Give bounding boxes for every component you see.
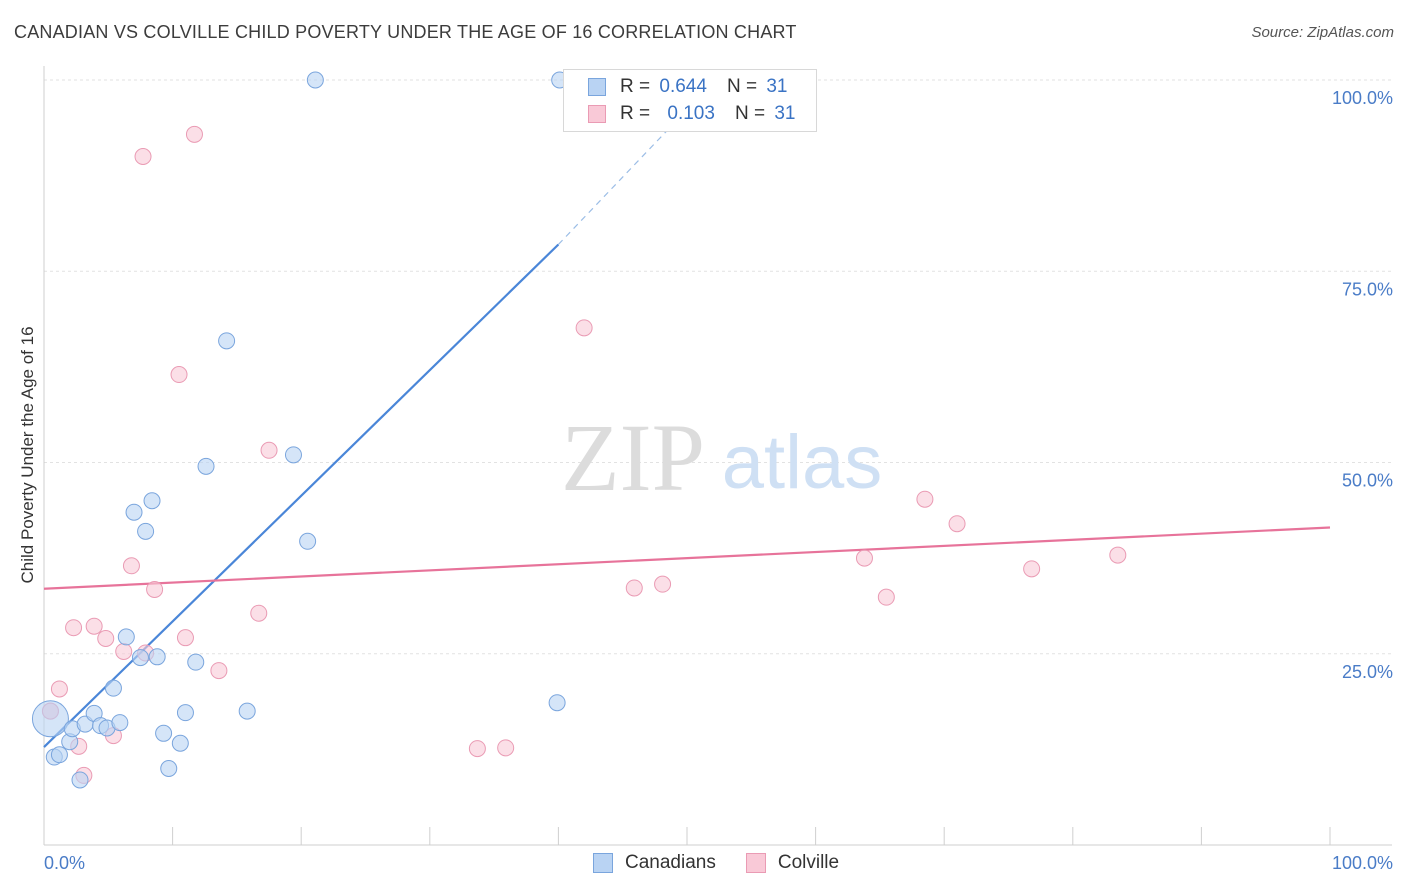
colville-point	[575, 319, 593, 337]
canadians-point	[218, 332, 236, 350]
n-label: N =	[734, 103, 766, 124]
canadians-point	[125, 503, 143, 521]
canadians-point	[238, 702, 256, 720]
colville-point	[1023, 560, 1041, 578]
colville-point	[146, 580, 164, 598]
source-label: Source: ZipAtlas.com	[1251, 24, 1394, 41]
canadians-point	[50, 746, 68, 764]
colville-point	[468, 740, 486, 758]
colville-point	[625, 579, 643, 597]
y-tick-label: 50.0%	[1342, 471, 1393, 491]
canadians-n-value: 31	[766, 76, 788, 97]
canadians-point	[71, 771, 89, 789]
colville-r-value: 0.103	[667, 103, 715, 124]
canadians-point	[299, 532, 317, 550]
canadians-point	[111, 714, 129, 732]
canadians-point	[548, 694, 566, 712]
colville-point	[1109, 546, 1127, 564]
colville-point	[855, 549, 873, 567]
canadians-point	[197, 457, 215, 475]
colville-legend-swatch	[745, 853, 766, 873]
r-label: R =	[620, 103, 651, 124]
canadians-point	[148, 648, 166, 666]
colville-point	[176, 629, 194, 647]
watermark-zip: ZIP	[561, 404, 705, 511]
colville-legend-label: Colville	[777, 852, 840, 873]
y-tick-label: 25.0%	[1342, 662, 1393, 682]
colville-point	[260, 441, 278, 459]
watermark-atlas: atlas	[722, 420, 883, 505]
colville-point	[916, 490, 934, 508]
y-tick-label: 100.0%	[1332, 88, 1393, 108]
canadians-point	[306, 71, 324, 89]
canadians-point	[137, 522, 155, 540]
colville-point	[85, 617, 103, 635]
colville-swatch	[588, 105, 606, 123]
colville-point	[250, 604, 268, 622]
x-tick-label: 100.0%	[1332, 853, 1393, 873]
colville-point	[170, 366, 188, 384]
canadians-point	[104, 679, 122, 697]
canadians-point	[176, 704, 194, 722]
colville-point	[497, 739, 515, 757]
stats-legend: R = 0.644 N = 31 R = 0.103 N = 31	[563, 69, 817, 132]
canadians-r-value: 0.644	[659, 76, 707, 97]
gridlines	[44, 79, 1392, 655]
y-tick-label: 75.0%	[1342, 279, 1393, 299]
canadians-point	[117, 628, 135, 646]
colville-point	[210, 662, 228, 680]
n-label: N =	[726, 76, 758, 97]
canadians-point	[187, 653, 205, 671]
canadians-point	[143, 492, 161, 510]
colville-point	[948, 515, 966, 533]
watermark: ZIP atlas	[561, 404, 882, 511]
colville-point	[65, 619, 83, 637]
colville-point	[877, 588, 895, 606]
canadians-swatch	[588, 78, 606, 96]
series-legend: Canadians Colville	[593, 852, 869, 874]
canadians-legend-swatch	[593, 853, 613, 873]
canadians-point	[31, 700, 69, 738]
legend-row-colville: R = 0.103 N = 31	[588, 102, 795, 126]
tick-labels: 25.0% 50.0% 75.0% 100.0% 0.0% 100.0%	[44, 88, 1393, 873]
legend-row-canadians: R = 0.644 N = 31	[588, 75, 787, 99]
data-points	[31, 71, 1127, 789]
canadians-point	[171, 734, 189, 752]
colville-point	[115, 642, 133, 660]
canadians-legend-label: Canadians	[625, 852, 716, 873]
legend-item-canadians[interactable]: Canadians	[593, 852, 716, 874]
r-label: R =	[620, 76, 651, 97]
axes	[43, 66, 1392, 846]
colville-n-value: 31	[774, 103, 796, 124]
canadians-point	[131, 649, 149, 667]
colville-point	[97, 629, 115, 647]
chart-title: CANADIAN VS COLVILLE CHILD POVERTY UNDER…	[14, 22, 797, 42]
colville-point	[185, 125, 203, 143]
colville-trend-line	[43, 526, 1331, 590]
colville-point	[134, 148, 152, 165]
colville-point	[50, 680, 68, 698]
canadians-point	[160, 760, 178, 777]
legend-item-colville[interactable]: Colville	[745, 852, 840, 874]
colville-point	[654, 575, 672, 593]
canadians-trend-line	[43, 243, 560, 748]
colville-point	[122, 557, 140, 575]
x-tick-label: 0.0%	[44, 853, 85, 873]
canadians-point	[284, 446, 302, 464]
canadians-point	[155, 724, 173, 742]
